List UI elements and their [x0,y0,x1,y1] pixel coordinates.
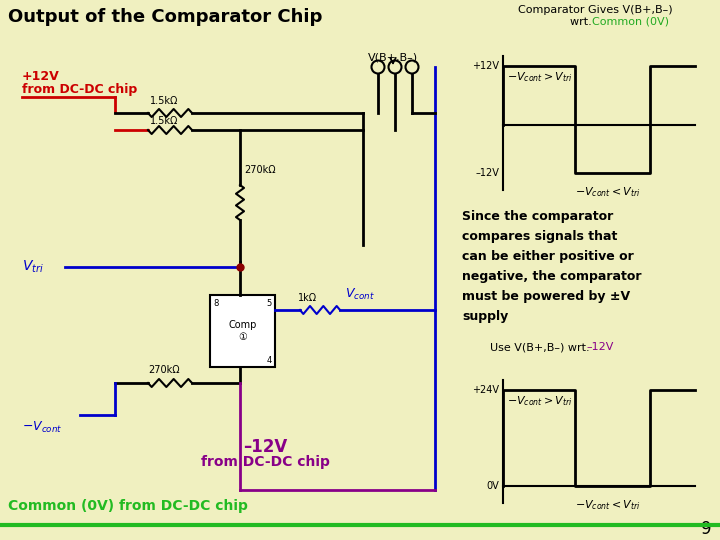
Text: +12V: +12V [22,70,60,83]
Text: $-V_{cont} > V_{tri}$: $-V_{cont} > V_{tri}$ [507,70,573,84]
Text: –12V: –12V [586,342,613,352]
Text: –12V: –12V [243,438,287,456]
Text: 1.5kΩ: 1.5kΩ [150,96,179,106]
Text: Comp
①: Comp ① [228,320,257,342]
Text: 270kΩ: 270kΩ [148,365,179,375]
Bar [210,295,275,367]
Text: $- V_{cont} < V_{tri}$: $- V_{cont} < V_{tri}$ [575,498,641,512]
Text: V(B+,B–): V(B+,B–) [368,52,418,62]
Text: from DC-DC chip: from DC-DC chip [201,455,330,469]
Text: $-V_{cont}$: $-V_{cont}$ [22,420,63,435]
Text: $V_{tri}$: $V_{tri}$ [22,259,44,275]
Text: $V_{cont}$: $V_{cont}$ [345,287,375,302]
Text: Since the comparator: Since the comparator [462,210,613,223]
Text: Use V(B+,B–) wrt.: Use V(B+,B–) wrt. [490,342,593,352]
Text: +12V: +12V [472,61,499,71]
Text: $- V_{cont} > V_{tri}$: $- V_{cont} > V_{tri}$ [507,394,573,408]
Text: 1.5kΩ: 1.5kΩ [150,116,179,126]
Text: 270kΩ: 270kΩ [244,165,276,175]
Text: Common (0V): Common (0V) [592,17,669,27]
Text: can be either positive or: can be either positive or [462,250,634,263]
Text: –12V: –12V [475,168,499,178]
Text: Comparator Gives V(B+,B–): Comparator Gives V(B+,B–) [518,5,672,15]
Text: 1kΩ: 1kΩ [298,293,317,303]
Text: Output of the Comparator Chip: Output of the Comparator Chip [8,8,323,26]
Text: 0V: 0V [486,481,499,491]
Text: 5: 5 [266,299,272,308]
Text: $- V_{cont} < V_{tri}$: $- V_{cont} < V_{tri}$ [575,185,641,199]
Text: 8: 8 [213,299,218,308]
Text: +24V: +24V [472,385,499,395]
Text: wrt.: wrt. [570,17,595,27]
Text: 4: 4 [266,356,272,365]
Text: from DC-DC chip: from DC-DC chip [22,83,138,96]
Text: compares signals that: compares signals that [462,230,617,243]
Text: Common (0V) from DC-DC chip: Common (0V) from DC-DC chip [8,499,248,513]
Text: must be powered by ±V: must be powered by ±V [462,290,630,303]
Text: negative, the comparator: negative, the comparator [462,270,642,283]
Text: 9: 9 [701,520,712,538]
Text: supply: supply [462,310,508,323]
